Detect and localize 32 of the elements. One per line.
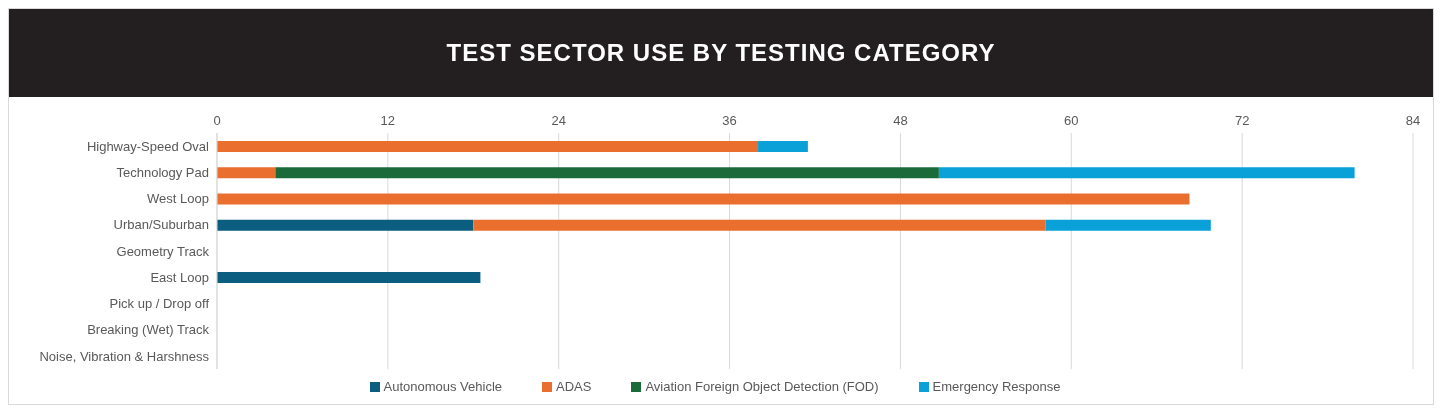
y-tick-label: Technology Pad [116,164,209,180]
x-tick-label: 36 [722,113,737,128]
legend-label: Aviation Foreign Object Detection (FOD) [644,379,879,394]
x-tick-label: 84 [1405,113,1421,128]
x-tick-label: 24 [551,113,566,128]
x-tick-label: 0 [213,113,221,128]
y-tick-label: Breaking (Wet) Track [87,322,210,338]
bar [473,219,1046,231]
legend-label: Emergency Response [931,379,1061,394]
y-tick-label: Highway-Speed Oval [86,138,210,154]
bar [938,167,1355,179]
x-tick-label: 60 [1064,113,1079,128]
y-tick-label: Noise, Vibration & Harshness [39,348,210,364]
chart-title: TEST SECTOR USE BY TESTING CATEGORY [446,39,996,67]
y-tick-label: East Loop [150,269,209,285]
bar [275,167,939,179]
x-tick-label: 12 [380,113,396,128]
legend-label: ADAS [555,379,592,394]
y-tick-label: West Loop [147,191,209,207]
bar [217,167,276,179]
bar [217,219,474,231]
bar [758,141,808,152]
bar [217,193,1190,205]
legend-label: Autonomous Vehicle [382,379,503,394]
y-tick-label: Urban/Suburban [113,217,209,233]
bar [217,272,481,284]
y-tick-label: Geometry Track [116,243,210,259]
bar [217,141,759,152]
bar [1045,219,1211,231]
x-tick-label: 72 [1234,113,1250,128]
y-tick-label: Pick up / Drop off [109,296,210,312]
x-tick-label: 48 [893,113,908,128]
